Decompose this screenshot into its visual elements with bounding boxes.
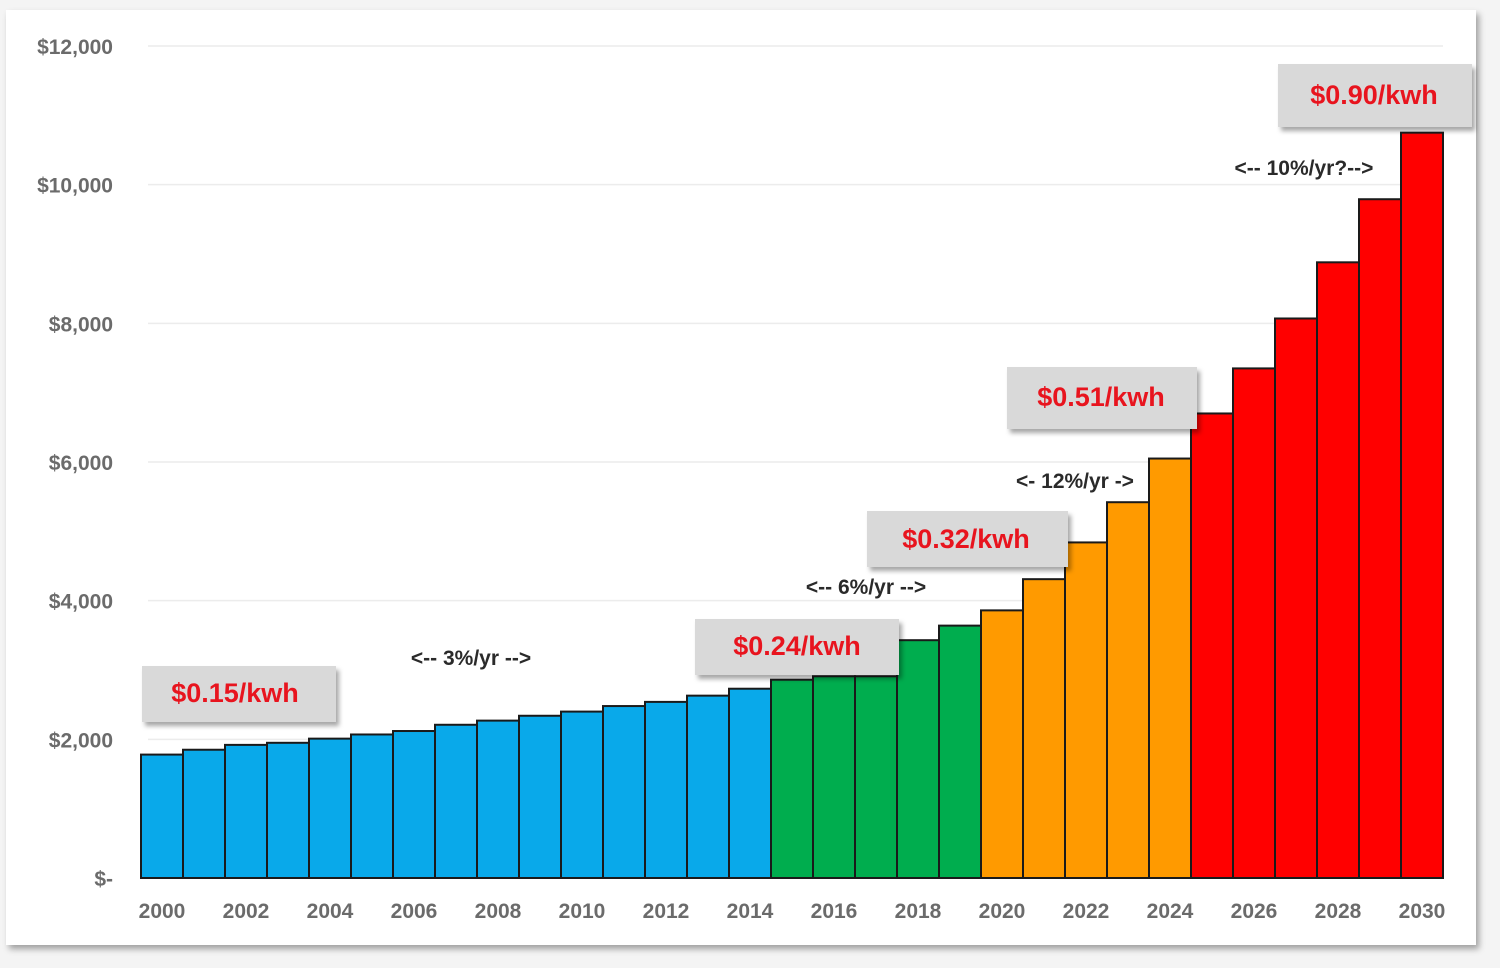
bar-2003 — [266, 741, 310, 879]
bar-2017 — [854, 675, 898, 879]
y-tick-label: $6,000 — [49, 452, 113, 475]
bar-2008 — [476, 719, 520, 880]
x-tick-label: 2016 — [811, 900, 858, 923]
price-label-090: $0.90/kwh — [1310, 80, 1438, 110]
x-tick-label: 2000 — [139, 900, 186, 923]
bar-2030 — [1400, 131, 1444, 879]
bar-2024 — [1148, 457, 1192, 879]
x-tick-label: 2006 — [391, 900, 438, 923]
x-tick-label: 2026 — [1231, 900, 1278, 923]
bar-2018 — [896, 639, 940, 879]
bar-2022 — [1064, 541, 1108, 880]
price-callout-024: $0.24/kwh — [695, 619, 899, 675]
x-tick-label: 2028 — [1315, 900, 1362, 923]
price-callout-box — [1278, 64, 1472, 127]
bar-2004 — [308, 737, 352, 880]
price-callout-051: $0.51/kwh — [1007, 367, 1197, 429]
bar-2011 — [602, 705, 646, 880]
bar-2002 — [224, 743, 268, 879]
x-tick-label: 2014 — [727, 900, 774, 923]
y-tick-label: $12,000 — [37, 36, 113, 59]
price-callout-032: $0.32/kwh — [867, 511, 1068, 567]
rate-annotation-10pct: <-- 10%/yr?--> — [1235, 157, 1374, 180]
bar-2023 — [1106, 501, 1150, 879]
bar-2000 — [140, 753, 184, 879]
bar-2001 — [182, 748, 226, 879]
price-callout-015: $0.15/kwh — [142, 666, 336, 722]
bar-2027 — [1274, 317, 1318, 880]
bar-2029 — [1358, 198, 1402, 879]
y-tick-label: $10,000 — [37, 175, 113, 198]
price-label-051: $0.51/kwh — [1037, 382, 1165, 412]
bar-2014 — [728, 687, 772, 879]
rate-annotation-3pct: <-- 3%/yr --> — [411, 647, 531, 670]
bar-2025 — [1190, 412, 1234, 879]
price-label-015: $0.15/kwh — [171, 678, 299, 708]
x-tick-label: 2008 — [475, 900, 522, 923]
x-tick-label: 2010 — [559, 900, 606, 923]
x-tick-label: 2022 — [1063, 900, 1110, 923]
price-callout-box — [695, 619, 899, 675]
bar-2021 — [1022, 578, 1066, 879]
y-tick-label: $2,000 — [49, 729, 113, 752]
bars — [140, 131, 1444, 880]
bar-2006 — [392, 730, 436, 879]
price-label-024: $0.24/kwh — [733, 631, 861, 661]
bar-2020 — [980, 609, 1024, 880]
bar-2012 — [644, 700, 688, 879]
bar-2016 — [812, 675, 856, 879]
x-axis: 2000 2002 2004 2006 2008 2010 2012 2014 2016 2018… — [139, 900, 1446, 923]
y-tick-label: $8,000 — [49, 313, 113, 336]
bar-2010 — [560, 710, 604, 879]
bar-2007 — [434, 723, 478, 879]
y-tick-label: $- — [94, 868, 113, 891]
bar-2009 — [518, 714, 562, 880]
x-tick-label: 2018 — [895, 900, 942, 923]
x-tick-label: 2012 — [643, 900, 690, 923]
x-tick-label: 2002 — [223, 900, 270, 923]
price-callout-box — [1007, 367, 1197, 429]
y-axis: $- $2,000 $4,000 $6,000 $8,000 $10,000 $12,000 — [37, 36, 113, 891]
price-callout-box — [142, 666, 336, 722]
price-callout-090: $0.90/kwh — [1278, 64, 1472, 127]
rate-annotation-6pct: <-- 6%/yr --> — [806, 576, 926, 599]
y-tick-label: $4,000 — [49, 591, 113, 614]
x-tick-label: 2004 — [307, 900, 354, 923]
bar-2015 — [770, 678, 814, 879]
price-callout-box — [867, 511, 1068, 567]
bar-2028 — [1316, 261, 1360, 879]
rate-annotation-12pct: <- 12%/yr -> — [1016, 470, 1134, 493]
price-label-032: $0.32/kwh — [902, 524, 1030, 554]
bar-2026 — [1232, 367, 1276, 879]
bar-2019 — [938, 624, 982, 879]
x-tick-label: 2030 — [1399, 900, 1446, 923]
bar-2013 — [686, 694, 730, 879]
x-tick-label: 2020 — [979, 900, 1026, 923]
x-tick-label: 2024 — [1147, 900, 1194, 923]
bar-2005 — [350, 733, 394, 879]
